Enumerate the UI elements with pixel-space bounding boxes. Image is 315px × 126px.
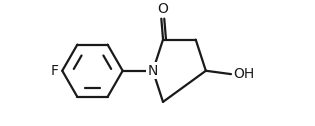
Text: N: N xyxy=(148,64,158,78)
Text: OH: OH xyxy=(233,67,255,81)
Text: O: O xyxy=(157,2,168,16)
Text: F: F xyxy=(51,64,59,78)
